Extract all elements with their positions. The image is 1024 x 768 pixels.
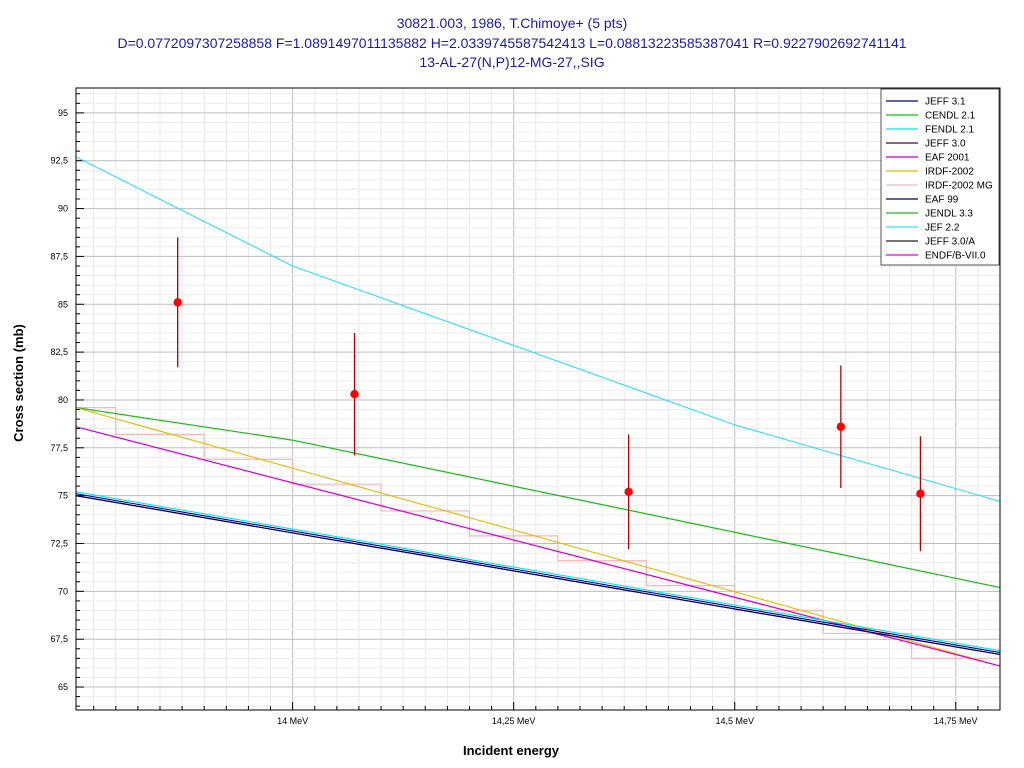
legend-label: IRDF-2002: [925, 167, 974, 178]
y-tick-label: 75: [58, 491, 68, 501]
x-tick-label: 14,25 MeV: [492, 716, 536, 726]
x-tick-label: 14,75 MeV: [934, 716, 978, 726]
y-tick-label: 92,5: [50, 156, 68, 166]
series-line: [75, 493, 1001, 654]
legend-label: EAF 2001: [925, 153, 970, 164]
data-point: [836, 422, 846, 431]
legend-label: ENDF/B-VII.0: [925, 251, 986, 262]
series-line: [75, 407, 1001, 589]
x-tick-label: 14 MeV: [277, 716, 308, 726]
legend-label: JEFF 3.0/A: [925, 237, 975, 248]
legend-label: JEF 2.2: [925, 223, 960, 234]
y-axis-label: Cross section (mb): [11, 324, 26, 442]
x-axis-label: Incident energy: [463, 743, 560, 758]
legend-label: IRDF-2002 MG: [925, 181, 993, 192]
y-tick-label: 72,5: [50, 538, 68, 548]
data-point: [350, 390, 359, 399]
series-layer: [75, 156, 1001, 667]
x-tick-label: 14,5 MeV: [715, 716, 754, 726]
series-line: [75, 407, 1001, 589]
y-tick-label: 77,5: [50, 443, 68, 453]
y-tick-label: 87,5: [50, 251, 68, 261]
legend-label: JENDL 3.3: [925, 209, 973, 220]
series-line: [75, 156, 1001, 502]
data-point: [173, 298, 182, 307]
series-line: [76, 407, 1000, 659]
y-tick-label: 90: [58, 204, 68, 214]
data-point: [624, 487, 633, 497]
y-tick-label: 70: [58, 586, 68, 596]
y-tick-label: 67,5: [50, 634, 68, 644]
chart-reaction: 13-AL-27(N,P)12-MG-27,,SIG: [419, 54, 604, 70]
series-line: [75, 495, 1001, 656]
chart-title: 30821.003, 1986, T.Chimoye+ (5 pts): [397, 15, 628, 31]
tick-marks: [76, 93, 1001, 710]
plot-frame: [75, 87, 1001, 711]
legend-label: FENDL 2.1: [925, 125, 975, 136]
y-tick-label: 95: [58, 108, 68, 118]
legend-label: JEFF 3.0: [925, 139, 966, 150]
tick-labels: 14 MeV 14,25 MeV 14,5 MeV 14,75 MeV 65 67,5 70…: [50, 108, 977, 726]
y-tick-label: 85: [58, 299, 68, 309]
y-tick-label: 80: [58, 395, 68, 405]
legend-label: JEFF 3.1: [925, 97, 966, 108]
y-tick-label: 82,5: [50, 347, 68, 357]
data-point: [916, 489, 925, 498]
y-tick-label: 65: [58, 682, 68, 692]
legend-box: [880, 88, 1000, 266]
series-line: [75, 407, 1001, 667]
legend-label: CENDL 2.1: [925, 111, 976, 122]
chart-subtitle: D=0.0772097307258858 F=1.089149701113588…: [117, 35, 906, 51]
experimental-points: [173, 237, 925, 552]
series-line: [75, 491, 1001, 652]
legend-label: EAF 99: [925, 195, 959, 206]
legend: JEFF 3.1 CENDL 2.1 FENDL 2.1 JEFF 3.0 EAF 20…: [880, 88, 1000, 266]
grid: [76, 88, 1001, 710]
